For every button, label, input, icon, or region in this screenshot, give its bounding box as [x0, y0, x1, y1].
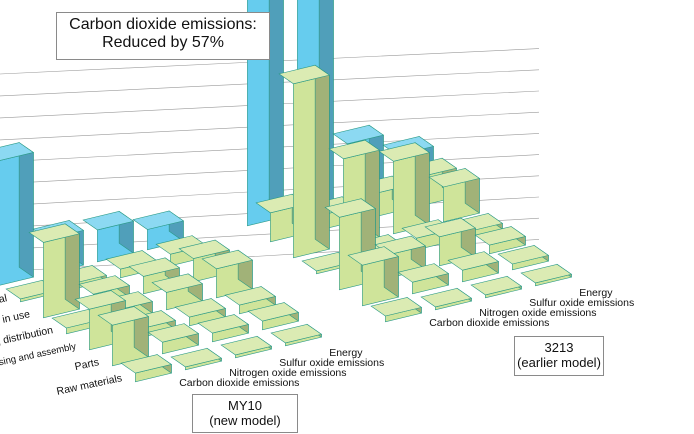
bar-3213-while-in-use-carbon-dioxide-emissions	[278, 64, 331, 259]
bar-3213-in-processing-and-assembly-energy	[474, 225, 527, 255]
earlier-model-subtitle: (earlier model)	[517, 354, 601, 370]
bar-side-face	[268, 0, 284, 218]
bar-top-face	[474, 226, 527, 246]
bar-3213-while-in-use-energy	[428, 167, 481, 223]
bar-top-face	[278, 64, 331, 85]
bar-top-face	[328, 139, 381, 160]
stage-label-in-processing-and-assembly: In processing and assembly	[0, 341, 77, 376]
bar-top-face	[197, 314, 250, 334]
bar-3213-raw-materials-carbon-dioxide-emissions	[370, 296, 423, 323]
bar-my10-parts-carbon-dioxide-emissions	[97, 306, 150, 367]
bar-3213-raw-materials-sulfur-oxide-emissions	[470, 275, 523, 299]
chart-title-line-1: Carbon dioxide emissions:	[69, 16, 257, 33]
bar-top-face	[332, 124, 385, 145]
bar-3213-raw-materials-nitrogen-oxide-emissions	[420, 287, 473, 311]
bar-top-face	[420, 288, 473, 308]
bar-top-face	[78, 275, 131, 295]
chart-bars	[0, 0, 573, 383]
stage-label-raw-materials: Raw materials	[56, 372, 124, 398]
bar-my10-parts-energy	[247, 301, 300, 331]
bar-3213-parts-carbon-dioxide-emissions	[347, 246, 400, 307]
bar-top-face	[97, 306, 150, 326]
bar-top-face	[347, 246, 400, 266]
bar-top-face	[120, 354, 173, 374]
bar-top-face	[447, 251, 500, 271]
bar-side-face	[18, 141, 34, 278]
bar-top-face	[128, 257, 181, 277]
earlier-model-name: 3213	[544, 340, 574, 355]
bar-top-face	[28, 223, 81, 243]
bar-my10-during-distribution-sulfur-oxide-emissions	[151, 273, 204, 311]
bar-my10-in-processing-and-assembly-sulfur-oxide-emissions	[174, 297, 227, 327]
metric-label-my10-carbon-dioxide-emissions: Carbon dioxide emissions	[179, 377, 299, 389]
bar-my10-raw-materials-carbon-dioxide-emissions	[120, 353, 173, 383]
bar-top-face	[378, 142, 431, 162]
bar-my10-raw-materials-energy	[270, 323, 323, 347]
bar-top-face	[74, 290, 127, 310]
metric-label-my10-sulfur-oxide-emissions: Sulfur oxide emissions	[279, 357, 384, 369]
new-model-label: MY10 (new model)	[192, 394, 298, 433]
bar-top-face	[270, 324, 323, 344]
bar-top-face	[324, 198, 377, 218]
bar-top-face	[520, 264, 573, 284]
bar-my10-raw-materials-nitrogen-oxide-emissions	[170, 347, 223, 371]
bar-top-face	[370, 297, 423, 317]
stage-label-while-in-use: While in use	[0, 308, 31, 332]
bar-top-face	[147, 323, 200, 343]
bar-3213-while-in-use-sulfur-oxide-emissions	[378, 142, 431, 235]
bar-3213-parts-sulfur-oxide-emissions	[447, 251, 500, 283]
bar-my10-total-carbon-dioxide-emissions	[0, 141, 35, 286]
bar-top-face	[174, 298, 227, 318]
bar-side-face	[314, 64, 330, 250]
bar-top-face	[397, 263, 450, 283]
metric-label-3213-sulfur-oxide-emissions: Sulfur oxide emissions	[529, 297, 634, 309]
bar-top-face	[220, 336, 273, 356]
bar-top-face	[497, 245, 550, 265]
bar-3213-parts-energy	[497, 244, 550, 271]
metric-label-my10-energy: Energy	[329, 347, 363, 359]
bar-top-face	[201, 249, 254, 270]
bar-my10-parts-sulfur-oxide-emissions	[197, 313, 250, 343]
metric-label-3213-energy: Energy	[579, 287, 613, 299]
chart-title-line-2: Reduced by 57%	[102, 34, 224, 52]
earlier-model-label: 3213 (earlier model)	[514, 336, 604, 376]
bar-my10-while-in-use-carbon-dioxide-emissions	[28, 223, 81, 319]
metric-label-3213-carbon-dioxide-emissions: Carbon dioxide emissions	[429, 317, 549, 329]
new-model-subtitle: (new model)	[209, 412, 281, 428]
bar-top-face	[470, 276, 523, 296]
bar-3213-raw-materials-energy	[520, 263, 573, 287]
metric-label-3213-nitrogen-oxide-emissions: Nitrogen oxide emissions	[479, 307, 596, 319]
stage-label-disposal: Disposal	[0, 292, 8, 312]
chart-title-callout: Carbon dioxide emissions: Reduced by 57%	[56, 12, 270, 60]
bar-my10-parts-nitrogen-oxide-emissions	[147, 323, 200, 355]
bar-top-face	[151, 273, 204, 293]
bar-top-face	[170, 348, 223, 368]
bar-top-face	[247, 302, 300, 322]
new-model-name: MY10	[228, 398, 262, 413]
bar-top-face	[424, 217, 477, 238]
bar-my10-total-sulfur-oxide-emissions	[82, 210, 135, 263]
bar-top-face	[428, 168, 481, 188]
bar-top-face	[132, 210, 185, 230]
bar-3213-in-processing-and-assembly-sulfur-oxide-emissions	[424, 217, 477, 267]
bar-my10-during-distribution-energy	[201, 249, 254, 299]
bar-top-face	[224, 286, 277, 306]
stage-label-parts: Parts	[74, 356, 100, 373]
bar-my10-raw-materials-sulfur-oxide-emissions	[220, 335, 273, 359]
bar-top-face	[0, 142, 35, 161]
bar-3213-parts-nitrogen-oxide-emissions	[397, 263, 450, 295]
metric-label-my10-nitrogen-oxide-emissions: Nitrogen oxide emissions	[229, 367, 346, 379]
bar-top-face	[82, 211, 135, 231]
bar-top-face	[178, 239, 231, 259]
